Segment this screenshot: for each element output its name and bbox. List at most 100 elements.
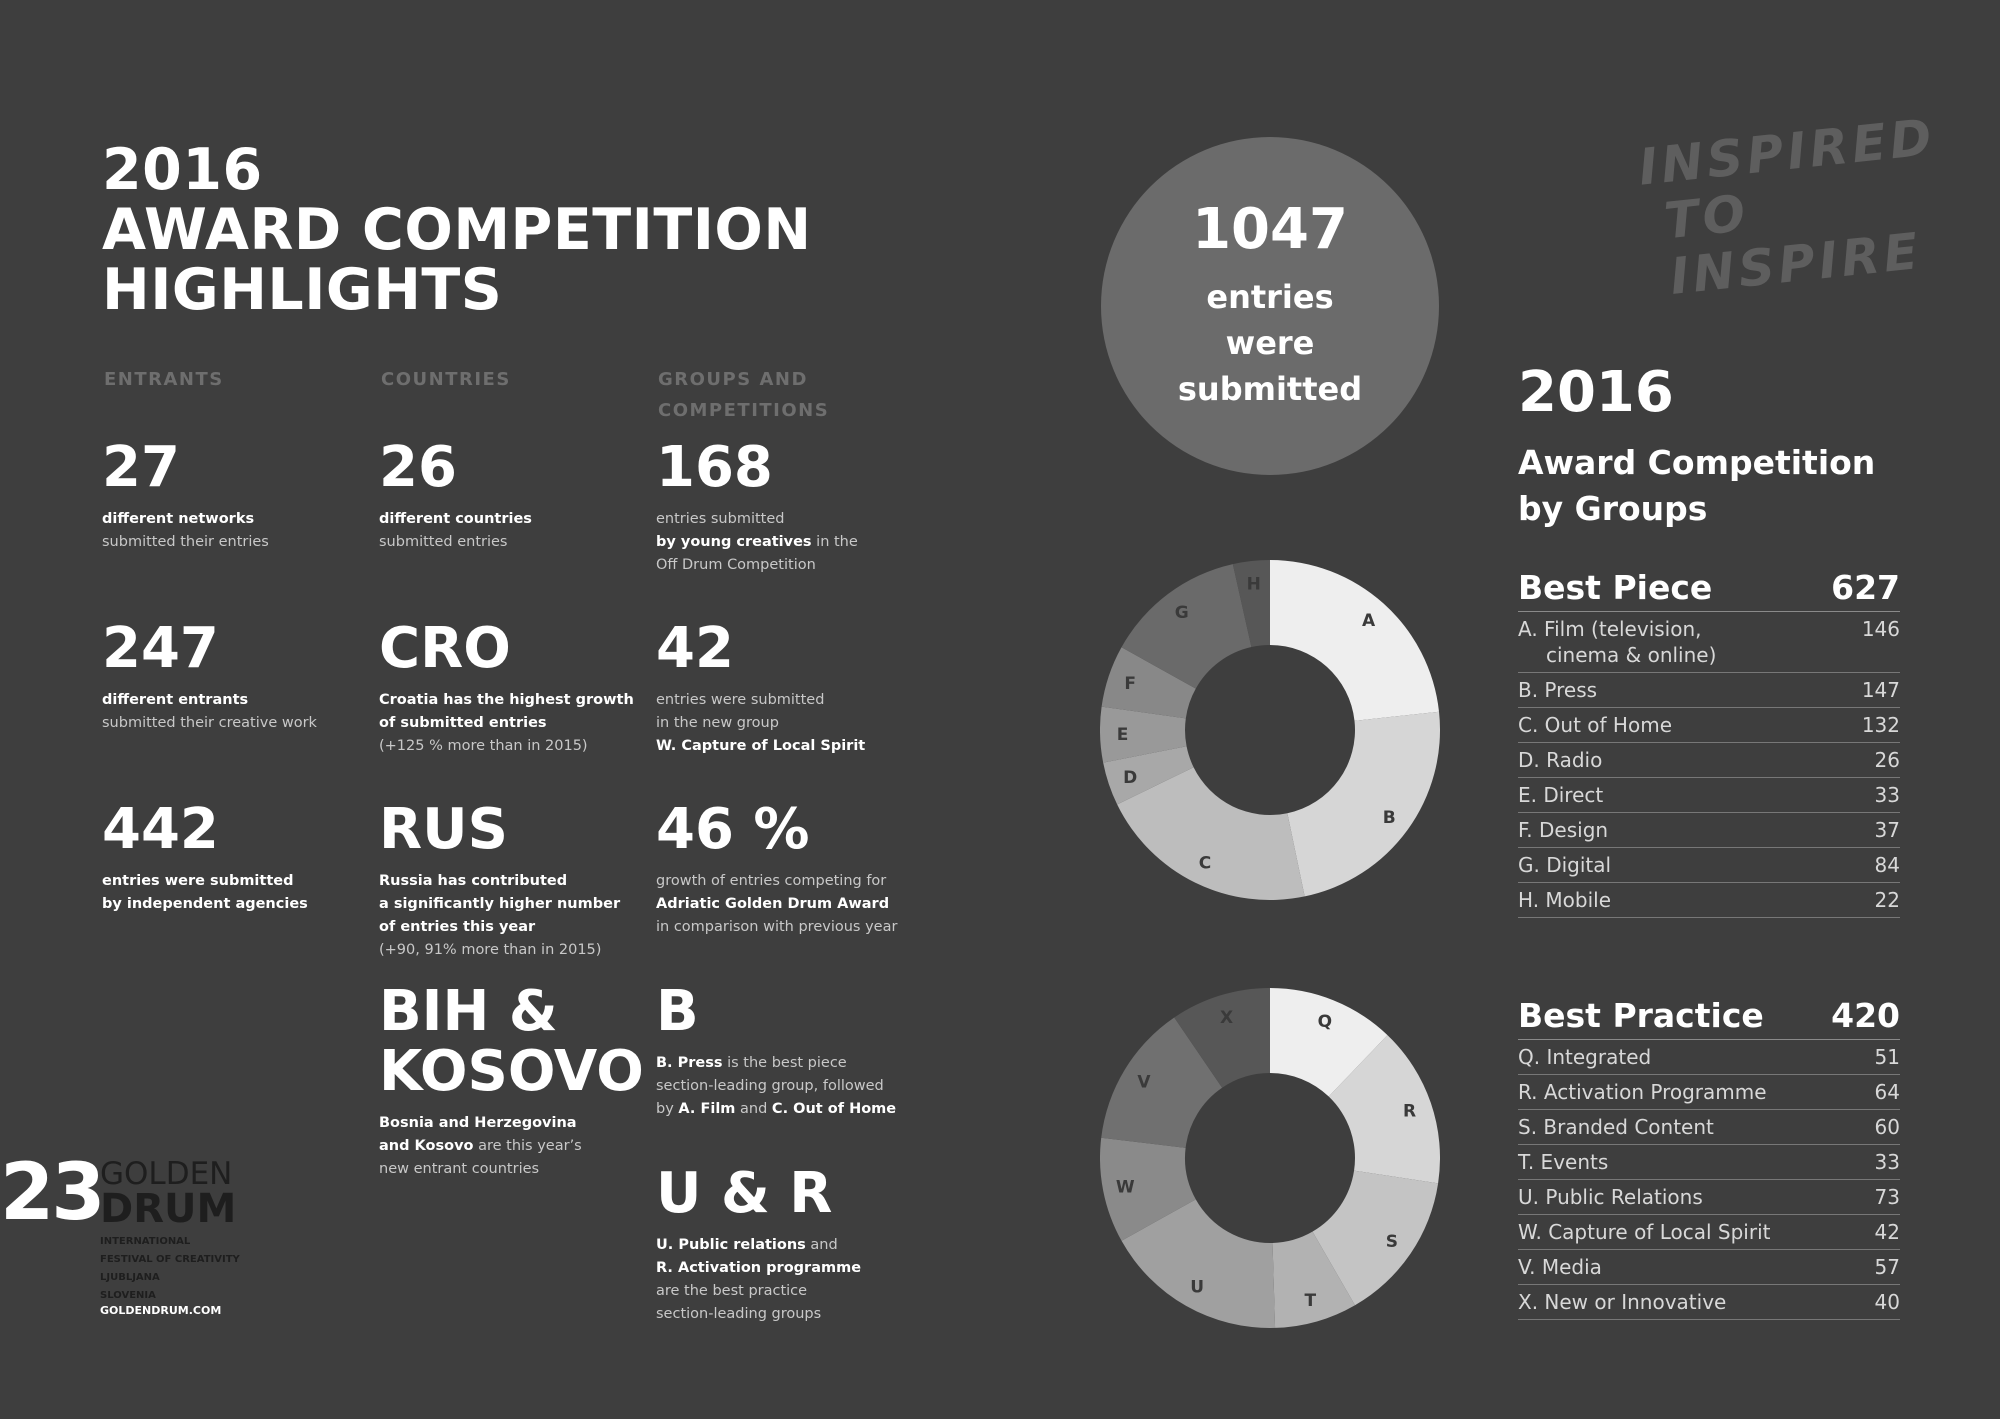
logo-number: 23 [0, 1148, 106, 1238]
stat-description: entries submitted by young creatives in t… [656, 508, 858, 577]
group-row-value: 84 [1874, 853, 1900, 877]
group-row-value: 60 [1874, 1115, 1900, 1139]
group-row: D. Radio 26 [1518, 743, 1900, 778]
title-line-3: HIGHLIGHTS [102, 257, 503, 323]
stat-description-line: B. Press is the best piece [656, 1055, 847, 1071]
stat-description: Croatia has the highest growth of submitt… [379, 689, 634, 758]
group-row: F. Design 37 [1518, 813, 1900, 848]
stat-description-line: entries were submitted [656, 692, 825, 708]
donut-slice-e [1100, 706, 1187, 763]
table-best-practice: Best Practice 420 Q. Integrated 51 R. Activa… [0, 996, 1900, 1320]
donut-slice-r [1328, 1035, 1440, 1184]
group-row-value: 73 [1874, 1185, 1900, 1209]
stat-independent-agencies: 442 entries were submitted by independent … [102, 800, 308, 916]
group-row-label: S. Branded Content [1518, 1115, 1714, 1139]
stat-description-line: are the best practice [656, 1283, 808, 1299]
donut-label-b: B [1383, 808, 1396, 828]
logo-url: GOLDENDRUM.COM [100, 1304, 222, 1317]
stat-description: B. Press is the best piece section-leadin… [656, 1052, 896, 1121]
total-entries-caption: entries were submitted [1177, 278, 1363, 408]
stat-value: BIH & [379, 979, 558, 1044]
column-header-entrants: ENTRANTS [104, 369, 224, 390]
donut-label-x: X [1220, 1008, 1233, 1028]
stat-description: U. Public relations and R. Activation pro… [656, 1234, 861, 1326]
stat-description-line: in comparison with previous year [656, 919, 898, 935]
group-row-value: 147 [1861, 678, 1900, 702]
group-row-value: 42 [1874, 1220, 1900, 1244]
stat-description-line: R. Activation programme [656, 1260, 862, 1276]
group-row-value: 146 [1861, 617, 1900, 641]
donut-slice-w [1100, 1137, 1196, 1241]
group-row-value: 64 [1874, 1080, 1900, 1104]
donut-slice-u [1121, 1199, 1276, 1328]
group-row: C. Out of Home 132 [1518, 708, 1900, 743]
total-entries-circle [1101, 137, 1439, 475]
group-row: G. Digital 84 [1518, 848, 1900, 883]
group-row-label: D. Radio [1518, 748, 1603, 772]
stat-description: Russia has contributed a significantly hi… [379, 870, 620, 962]
stat-description-line: submitted entries [379, 534, 508, 550]
donut-slice-d [1103, 746, 1194, 805]
stat-description-line: section-leading groups [656, 1306, 822, 1322]
stat-description-line: submitted their creative work [102, 715, 317, 731]
group-row-label: F. Design [1518, 818, 1609, 842]
donut-slice-t [1272, 1231, 1355, 1328]
stat-u-and-r: U & R U. Public relations and R. Activatio… [656, 1164, 861, 1326]
group-total: 627 [1831, 568, 1900, 607]
group-row-value: 57 [1874, 1255, 1900, 1279]
donut-slice-x [1174, 988, 1270, 1088]
stat-description-line: Croatia has the highest growth [379, 692, 634, 708]
stat-countries: 26 different countries submitted entries [379, 438, 532, 554]
stat-description: growth of entries competing for Adriatic … [656, 870, 897, 939]
donut-label-v: V [1137, 1072, 1151, 1092]
donut-chart-best-piece: A B C D E F G H [1100, 560, 1440, 900]
group-row-label: C. Out of Home [1518, 713, 1672, 737]
stat-value: U & R [656, 1161, 833, 1226]
group-row: Q. Integrated 51 [1518, 1040, 1900, 1075]
group-row-label: W. Capture of Local Spirit [1518, 1220, 1771, 1244]
stat-young-creatives: 168 entries submitted by young creatives i… [656, 438, 858, 577]
group-row-label: H. Mobile [1518, 888, 1612, 912]
groups-subtitle: Award Competition by Groups [1518, 443, 1876, 528]
group-row-value: 33 [1874, 783, 1900, 807]
donut-slice-c [1117, 767, 1305, 900]
stat-description: entries were submitted in the new group W.… [656, 689, 865, 758]
donut-slice-g [1121, 564, 1252, 689]
donut-label-a: A [1362, 611, 1376, 631]
stat-value: 168 [656, 435, 773, 500]
title-line-2: AWARD COMPETITION [102, 197, 812, 263]
stat-description-line: in the new group [656, 715, 779, 731]
stat-new-group: 42 entries were submitted in the new group… [656, 619, 865, 758]
stat-description: different networks submitted their entrie… [102, 508, 269, 554]
group-row: R. Activation Programme 64 [1518, 1075, 1900, 1110]
group-row-label: T. Events [1518, 1150, 1609, 1174]
tagline: INSPIRED TO INSPIRE [1635, 107, 1939, 306]
stat-description-line: Adriatic Golden Drum Award [656, 896, 890, 912]
stat-description-line: of entries this year [379, 919, 536, 935]
group-row-value: 22 [1874, 888, 1900, 912]
group-row: V. Media 57 [1518, 1250, 1900, 1285]
group-row-label: E. Direct [1518, 783, 1604, 807]
donut-label-r: R [1403, 1101, 1416, 1121]
table-best-piece: Best Piece 627 A. Film (television, cinema … [0, 568, 1900, 918]
stat-value: CRO [379, 616, 511, 681]
total-entries-number: 1047 [1192, 197, 1348, 262]
group-row: A. Film (television, cinema & online) 146 [1518, 612, 1900, 673]
donut-label-d: D [1123, 768, 1137, 788]
donut-slice-q [1270, 988, 1388, 1097]
donut-slice-b [1287, 711, 1440, 897]
logo-small-text: INTERNATIONAL FESTIVAL OF CREATIVITY LJU… [100, 1236, 240, 1301]
stat-value: 42 [656, 616, 734, 681]
group-row: B. Press 147 [1518, 673, 1900, 708]
stat-description-line: Russia has contributed [379, 873, 568, 889]
stat-value: 26 [379, 435, 457, 500]
donut-slice-a [1270, 560, 1440, 721]
stat-entrants: 247 different entrants submitted their cre… [102, 619, 317, 735]
stat-description: different entrants submitted their creati… [102, 689, 317, 735]
stat-description-line: Bosnia and Herzegovina [379, 1115, 577, 1131]
stat-description: entries were submitted by independent age… [102, 870, 308, 916]
stat-croatia: CRO Croatia has the highest growth of subm… [379, 619, 634, 758]
stat-growth: 46 % growth of entries competing for Adria… [656, 800, 897, 939]
group-row-label: X. New or Innovative [1518, 1290, 1727, 1314]
donut-label-s: S [1386, 1232, 1398, 1252]
